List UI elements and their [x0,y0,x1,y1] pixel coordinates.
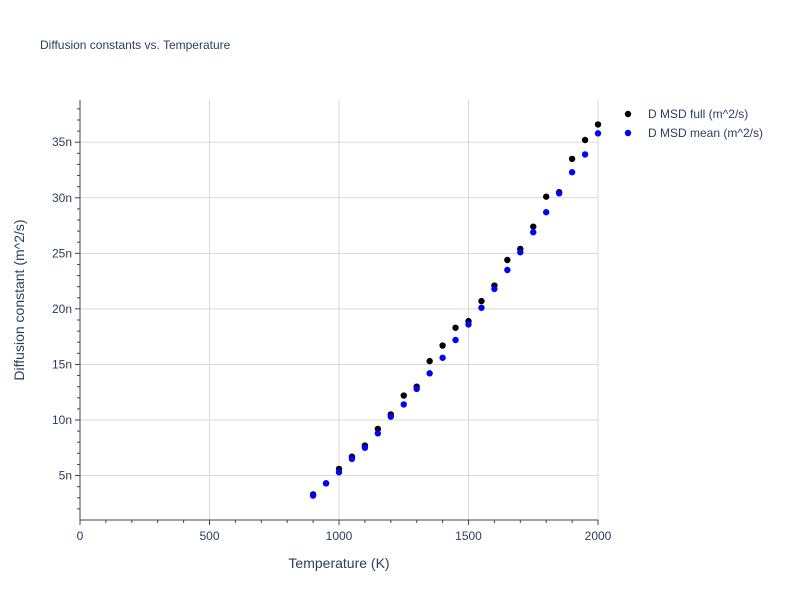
y-tick-label: 10n [52,413,72,427]
series-msd-full [309,121,602,498]
legend[interactable]: D MSD full (m^2/s) D MSD mean (m^2/s) [624,107,763,140]
y-tick-label: 15n [52,357,72,371]
x-axis-title: Temperature (K) [288,555,389,571]
data-point[interactable] [400,401,407,408]
data-point[interactable] [465,321,472,328]
data-point[interactable] [374,430,382,437]
data-point[interactable] [568,169,576,176]
x-tick-label: 2000 [585,529,612,543]
data-point[interactable] [322,480,330,487]
data-point[interactable] [439,342,446,349]
data-point[interactable] [517,249,524,256]
data-point[interactable] [426,370,433,377]
legend-item[interactable]: D MSD full (m^2/s) [624,107,749,121]
data-point[interactable] [594,121,602,128]
data-point[interactable] [387,413,394,420]
data-point[interactable] [478,297,485,305]
data-point[interactable] [452,336,459,344]
legend-marker [624,110,632,118]
data-point[interactable] [581,151,589,158]
data-point[interactable] [491,285,498,293]
data-point[interactable] [374,425,382,433]
x-tick-label: 1500 [455,529,482,543]
data-point[interactable] [594,130,602,137]
data-point[interactable] [504,266,511,274]
data-point[interactable] [530,229,537,236]
x-tick-label: 500 [199,529,219,543]
data-point[interactable] [543,209,550,216]
axis-layer: 0 500 1000 1500 2000 5n 10n 15n 20n 25n 30n 35n [52,100,612,543]
data-point[interactable] [568,155,576,163]
data-point[interactable] [555,190,563,197]
data-point[interactable] [400,392,407,399]
legend-label: D MSD mean (m^2/s) [648,126,763,140]
y-tick-label: 20n [52,302,72,316]
data-point[interactable] [543,193,550,200]
data-point[interactable] [452,324,459,331]
data-point[interactable] [581,136,589,144]
chart-title: Diffusion constants vs. Temperature [40,38,231,52]
y-tick-label: 25n [52,246,72,260]
data-point[interactable] [413,385,420,393]
y-tick-label: 5n [59,469,72,483]
x-tick-label: 1000 [326,529,353,543]
data-point[interactable] [478,304,485,311]
x-tick-label: 0 [77,529,84,543]
series-msd-mean [309,130,602,499]
legend-item[interactable]: D MSD mean (m^2/s) [624,126,763,140]
legend-marker [624,129,632,137]
y-tick-label: 35n [52,135,72,149]
data-point[interactable] [348,455,356,463]
data-point[interactable] [426,357,433,365]
data-point[interactable] [335,469,343,476]
grid-layer [80,100,599,520]
legend-label: D MSD full (m^2/s) [648,107,748,121]
data-point[interactable] [530,223,537,230]
data-point[interactable] [504,256,511,264]
data-point[interactable] [439,354,446,361]
data-point[interactable] [309,492,317,499]
y-axis-title: Diffusion constant (m^2/s) [11,219,27,380]
points-layer [309,121,602,499]
data-point[interactable] [361,444,369,451]
y-tick-label: 30n [52,191,72,205]
